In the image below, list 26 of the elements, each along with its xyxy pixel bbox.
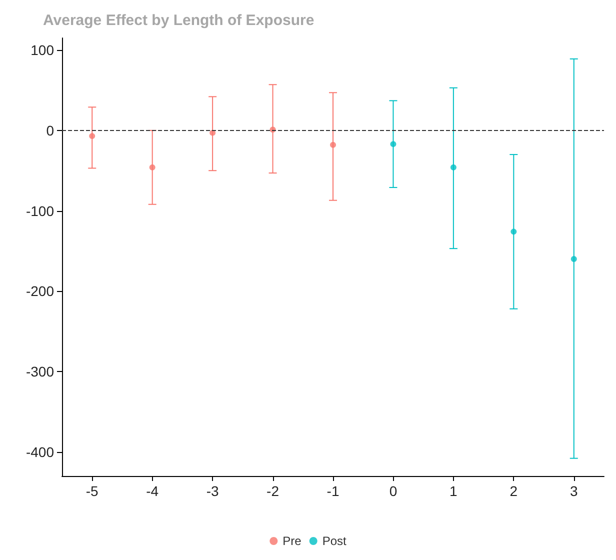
- y-tick-label: -300: [26, 364, 54, 380]
- x-tick-label: -2: [266, 483, 280, 499]
- chart-title: Average Effect by Length of Exposure: [43, 12, 314, 29]
- point: [330, 142, 336, 148]
- point: [510, 228, 517, 235]
- point: [390, 141, 396, 148]
- x-tick-label: 0: [389, 483, 398, 499]
- point: [149, 164, 156, 170]
- point: [450, 164, 456, 170]
- x-tick-label: 1: [450, 483, 458, 499]
- legend-label: Post: [322, 534, 348, 548]
- x-tick-label: -5: [86, 483, 99, 499]
- point: [89, 133, 96, 140]
- x-tick-label: -1: [326, 483, 340, 499]
- y-tick-label: -400: [26, 444, 54, 460]
- y-tick-label: -100: [26, 202, 54, 219]
- legend-label: Pre: [282, 534, 302, 548]
- x-tick-label: -4: [146, 483, 159, 499]
- y-tick-label: 100: [30, 42, 54, 58]
- x-tick-label: 2: [510, 483, 518, 499]
- x-tick-label: -3: [206, 483, 219, 499]
- x-tick-label: 3: [570, 483, 578, 499]
- y-tick-label: -200: [26, 283, 54, 300]
- point: [570, 256, 577, 262]
- point: [210, 130, 216, 136]
- y-tick-label: 0: [46, 122, 54, 138]
